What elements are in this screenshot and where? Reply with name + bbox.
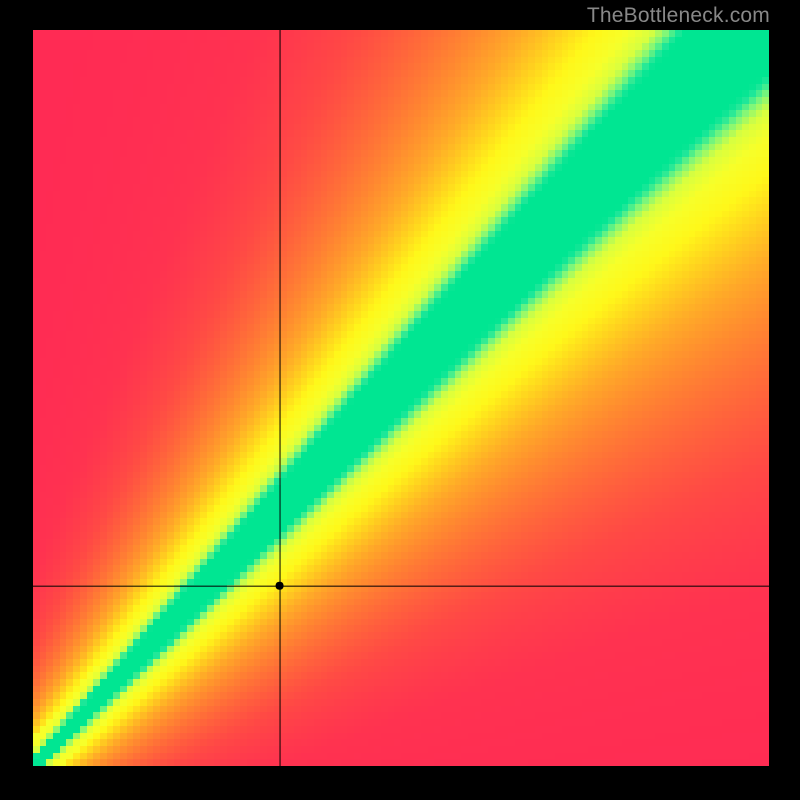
watermark-text: TheBottleneck.com: [587, 4, 770, 28]
bottleneck-heatmap: [33, 30, 769, 766]
